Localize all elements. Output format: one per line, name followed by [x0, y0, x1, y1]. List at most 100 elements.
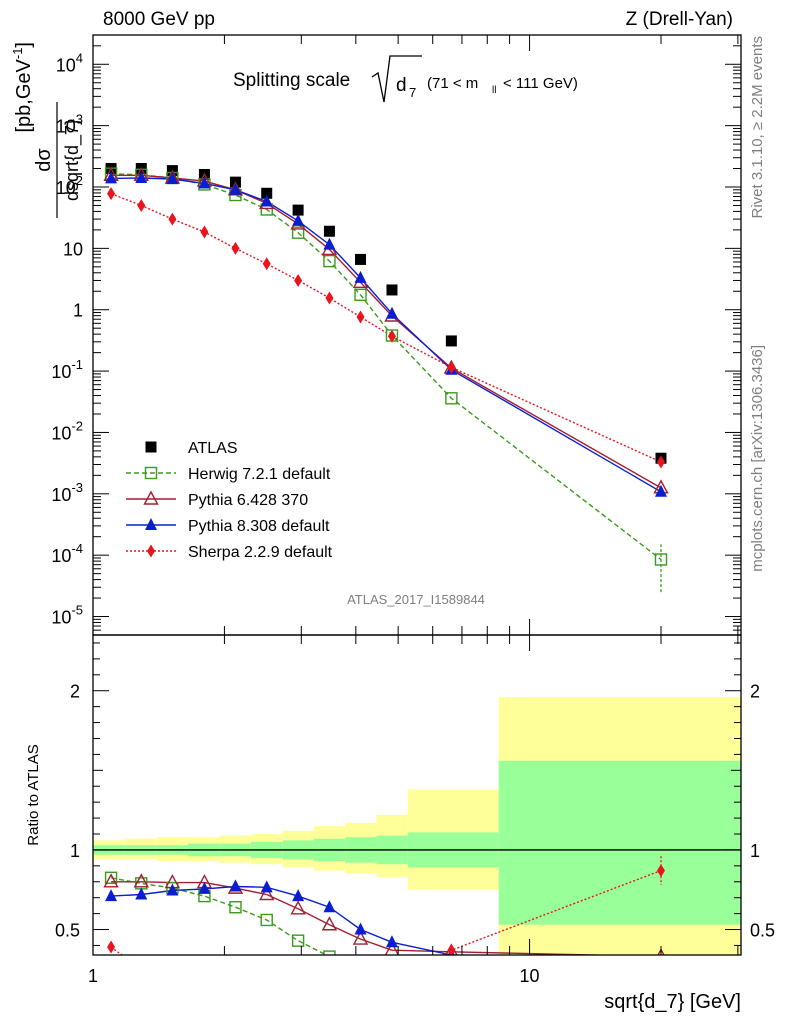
sherpa-point [200, 225, 209, 239]
header-right: Z (Drell-Yan) [626, 9, 733, 30]
herwig-point [354, 288, 367, 302]
ratio-y-tick-label: 0.5 [55, 921, 80, 941]
legend: ATLAS Herwig 7.2.1 default Pythia 6.428 37… [126, 440, 333, 561]
sherpa-point [294, 273, 303, 287]
y-tick-label: 103 [56, 112, 83, 137]
sherpa-point [137, 198, 146, 212]
atlas-point [386, 284, 398, 296]
title-symbol: d [396, 75, 407, 96]
svg-text:dσ: dσ [33, 148, 55, 172]
ratio-herwig-point [291, 934, 305, 947]
y-axis-units: [pb,GeV-1] [10, 42, 35, 133]
ratio-y-tick-label-right: 0.5 [750, 921, 775, 941]
ratio-herwig-point [229, 901, 242, 914]
herwig-point [323, 254, 336, 268]
pythia8-point [292, 213, 305, 226]
sherpa-point [325, 291, 334, 305]
y-tick-label: 10-3 [51, 480, 83, 505]
atlas-point [261, 187, 273, 199]
ratio-pythia8-point [135, 887, 148, 900]
legend-label-atlas: ATLAS [188, 440, 238, 457]
title-range-end: < 111 GeV) [503, 75, 578, 92]
herwig-point [291, 226, 305, 239]
sherpa-point [231, 241, 240, 255]
ratio-pythia8-point [198, 881, 211, 894]
atlas-point [445, 335, 457, 347]
band-inner [498, 760, 741, 925]
ratio-pythia8-point [105, 889, 118, 902]
legend-label-pythia6: Pythia 6.428 370 [188, 492, 308, 509]
legend-marker-pythia6 [143, 490, 159, 505]
y-tick-label: 10-5 [51, 603, 83, 628]
pythia8-point [654, 484, 667, 497]
ratio-pythia6-point [290, 900, 306, 915]
pythia8-point [198, 176, 211, 189]
atlas-point [323, 225, 335, 237]
herwig-point [445, 392, 458, 405]
ratio-pythia6-point [321, 916, 338, 931]
ratio-y-tick-label: 1 [70, 841, 80, 861]
ratio-sherpa-point [294, 991, 302, 1004]
ratio-sherpa-point [447, 943, 456, 955]
axes: 1 10 10-5 10-4 10-3 10-2 10-1 1 10 102 103 104 0.5 0.… [51, 34, 775, 986]
pythia8-point [105, 171, 118, 184]
sherpa-point [107, 187, 116, 201]
watermark: ATLAS_2017_I1589844 [347, 592, 485, 607]
ratio-pythia8-point [655, 958, 667, 970]
legend-label-herwig: Herwig 7.2.1 default [188, 466, 331, 483]
sherpa-point [356, 310, 365, 324]
x-axis-label: sqrt{d_7} [GeV] [604, 991, 741, 1013]
pythia8-point [166, 172, 179, 185]
ratio-sherpa-point [168, 977, 176, 990]
ratio-pythia6-point [133, 873, 149, 888]
sherpa-point [656, 455, 665, 469]
pythia8-point [229, 182, 242, 195]
title-range-sub: ll [492, 85, 496, 96]
pythia8-point [135, 171, 148, 184]
y-axis-label: dσ dsqrt{d_7} [33, 102, 83, 218]
plot-title: Splitting scale d 7 (71 < m ll < 111 GeV… [233, 55, 578, 103]
ratio-y-tick-label-right: 1 [750, 841, 760, 861]
atlas-point [355, 253, 367, 265]
ratio-sherpa-point [137, 963, 145, 976]
ratio-pythia8-point [292, 889, 305, 902]
y-tick-label: 104 [56, 50, 83, 75]
ratio-pythia6-point [259, 886, 275, 901]
ratio-sherpa-point [388, 975, 396, 988]
ratio-sherpa-point [357, 984, 365, 997]
ratio-y-tick-label: 2 [70, 682, 80, 702]
side-rivet: Rivet 3.1.10, ≥ 2.2M events [749, 36, 766, 219]
ratio-sherpa-point [263, 991, 271, 1004]
ratio-herwig-point [104, 871, 118, 884]
y-tick-label: 10-1 [51, 357, 83, 382]
ratio-herwig-point [355, 961, 366, 972]
line-sherpa [110, 192, 662, 463]
legend-marker-sherpa [147, 544, 155, 558]
ratio-pythia8-point [385, 935, 398, 948]
ratio-sherpa-point [231, 989, 239, 1002]
ratio-pythia6-point [103, 873, 119, 888]
ratio-sherpa-point [656, 864, 665, 878]
ratio-pythia8-point [229, 879, 242, 892]
ratio-sherpa-point [325, 990, 333, 1003]
herwig-point [654, 553, 668, 566]
pythia8-point [260, 194, 273, 207]
x-tick-label: 10 [520, 966, 540, 986]
main-panel [103, 163, 669, 593]
side-mcplots: mcplots.cern.ch [arXiv:1306.3436] [749, 345, 766, 572]
header-left: 8000 GeV pp [103, 9, 215, 30]
ratio-panel [93, 697, 741, 1004]
y-tick-label: 10-2 [51, 418, 83, 443]
ratio-herwig-point [446, 985, 457, 996]
sherpa-point [168, 212, 177, 226]
sherpa-point [387, 329, 396, 343]
ratio-y-tick-label-right: 2 [750, 682, 760, 702]
y-tick-label: 1 [73, 301, 83, 321]
y-tick-label: 10 [63, 239, 83, 259]
pythia8-point [354, 270, 367, 283]
legend-label-pythia8: Pythia 8.308 default [188, 518, 330, 535]
ratio-herwig-point [323, 950, 336, 955]
ratio-herwig-point [386, 975, 397, 986]
svg-text:dsqrt{d_7}: dsqrt{d_7} [62, 119, 83, 201]
title-main: Splitting scale [233, 70, 350, 91]
